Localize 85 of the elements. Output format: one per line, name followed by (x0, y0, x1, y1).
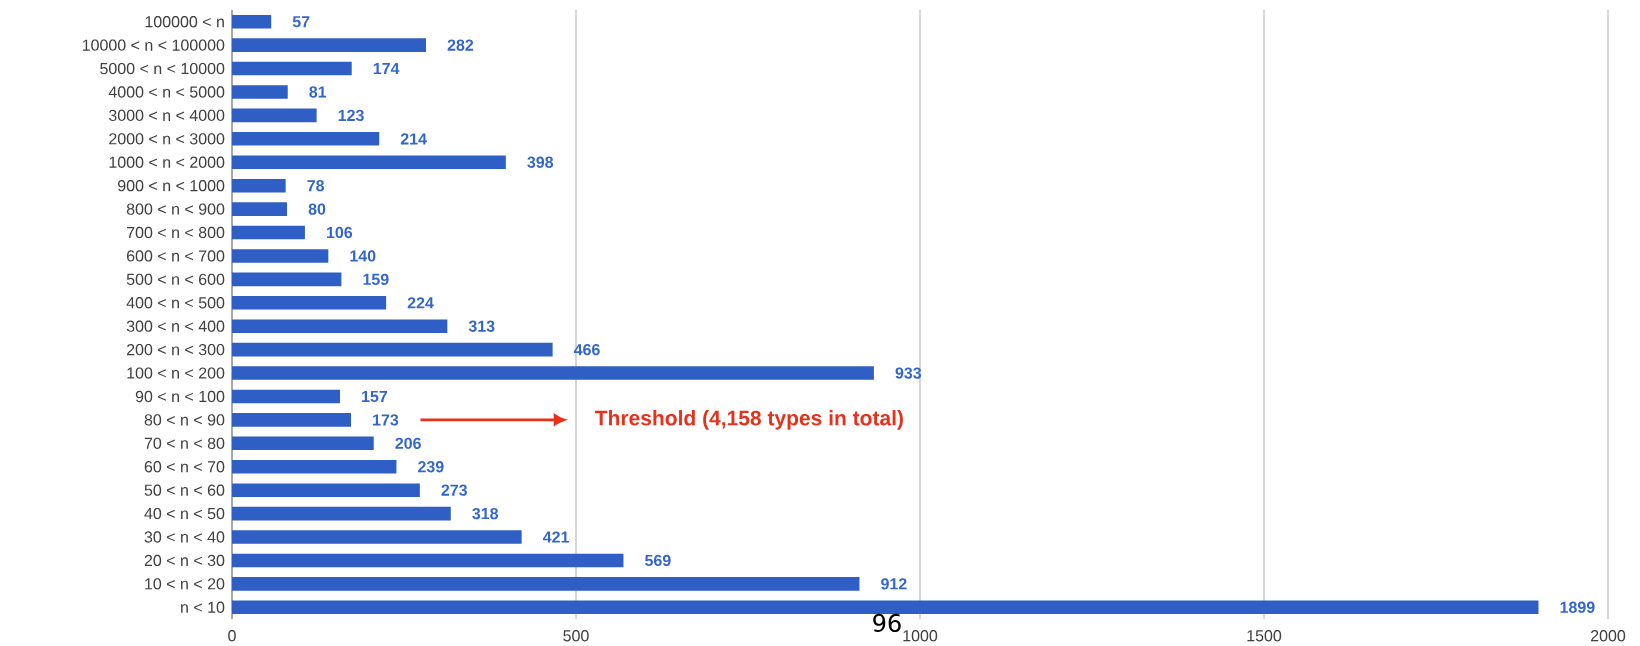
bar (232, 436, 374, 451)
y-tick-label: 3000 < n < 4000 (108, 109, 225, 122)
y-tick-label: n < 10 (181, 601, 225, 613)
data-label: 157 (362, 390, 388, 403)
y-tick-label: 700 < n < 800 (127, 226, 225, 239)
y-tick-label: 4000 < n < 5000 (108, 86, 225, 98)
bar (232, 577, 860, 591)
y-tick-label: 900 < n < 1000 (118, 180, 225, 192)
data-label: 569 (645, 554, 671, 567)
bar (232, 389, 341, 404)
bar (232, 319, 448, 333)
y-tick-label: 10000 < n < 100000 (82, 39, 225, 51)
bar (232, 38, 427, 52)
x-tick-label: 1000 (903, 630, 938, 642)
bar (232, 553, 624, 568)
bar (232, 14, 272, 29)
data-label: 174 (373, 63, 400, 75)
y-tick-label: 200 < n < 300 (127, 343, 225, 356)
data-label: 81 (309, 86, 327, 98)
data-label: 123 (338, 109, 364, 122)
bar (232, 366, 874, 380)
bar (232, 132, 380, 146)
bar (232, 249, 329, 263)
bar (232, 342, 553, 357)
bar (232, 600, 1539, 615)
bar (232, 295, 387, 310)
data-label: 239 (418, 461, 444, 473)
data-label: 159 (363, 273, 389, 286)
y-tick-label: 600 < n < 700 (127, 250, 225, 262)
x-tick-label: 0 (228, 630, 236, 642)
bar (232, 61, 352, 76)
data-label: 224 (407, 297, 434, 309)
bar (232, 459, 397, 474)
data-label: 57 (292, 16, 310, 28)
data-label: 933 (895, 367, 922, 379)
annotation: 96 (873, 613, 901, 633)
bar (232, 483, 420, 497)
bar (232, 155, 506, 170)
y-tick-label: 80 < n < 90 (144, 414, 225, 426)
data-label: 313 (468, 320, 495, 332)
bar (232, 413, 352, 427)
data-label: 282 (447, 39, 474, 51)
y-tick-label: 100000 < n (145, 16, 224, 28)
data-label: 78 (307, 180, 325, 192)
x-tick-label: 2000 (1591, 630, 1626, 642)
data-label: 106 (327, 226, 353, 239)
y-tick-label: 40 < n < 50 (144, 507, 225, 520)
data-label: 80 (308, 203, 326, 215)
y-tick-label: 90 < n < 100 (135, 390, 225, 403)
y-tick-label: 400 < n < 500 (126, 297, 225, 309)
x-tick-label: 500 (563, 630, 589, 642)
y-tick-label: 1000 < n < 2000 (109, 156, 225, 168)
data-label: 398 (527, 156, 554, 168)
y-tick-label: 50 < n < 60 (144, 484, 225, 496)
y-tick-label: 70 < n < 80 (144, 437, 225, 449)
data-label: 318 (472, 507, 499, 520)
x-tick-label: 1500 (1247, 630, 1282, 642)
y-tick-label: 10 < n < 20 (145, 578, 225, 590)
data-label: 206 (395, 437, 421, 449)
bar (232, 225, 305, 240)
data-label: 173 (373, 414, 399, 426)
bar (232, 108, 317, 123)
y-tick-label: 60 < n < 70 (144, 461, 225, 473)
bar (232, 178, 286, 193)
y-tick-label: 100 < n < 200 (127, 367, 225, 379)
data-label: 1899 (1560, 601, 1595, 613)
bar (232, 530, 522, 544)
bar (232, 202, 288, 216)
data-label: 140 (350, 250, 376, 262)
annotation: Threshold (4,158 types in total) (595, 410, 903, 430)
y-tick-label: 800 < n < 900 (126, 203, 225, 215)
y-tick-label: 300 < n < 400 (126, 320, 225, 332)
y-tick-label: 2000 < n < 3000 (109, 133, 225, 145)
bar (232, 85, 288, 99)
y-tick-label: 500 < n < 600 (126, 273, 225, 286)
bar (232, 272, 342, 287)
data-label: 912 (881, 578, 907, 590)
y-tick-label: 5000 < n < 10000 (100, 62, 225, 75)
y-tick-label: 20 < n < 30 (144, 554, 225, 567)
data-label: 466 (573, 343, 600, 356)
data-label: 273 (441, 484, 467, 496)
data-label: 214 (400, 133, 427, 145)
data-label: 421 (542, 531, 569, 543)
y-tick-label: 30 < n < 40 (144, 531, 225, 543)
bar (232, 506, 451, 521)
